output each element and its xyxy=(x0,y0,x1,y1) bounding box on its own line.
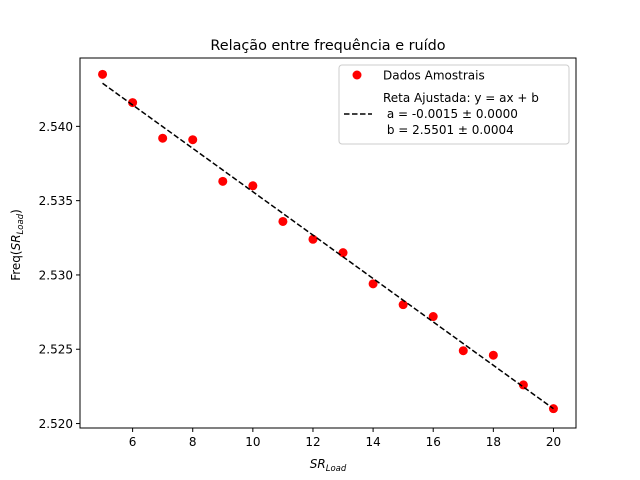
y-axis-label: Freq(SRLoad) xyxy=(9,209,26,281)
data-point xyxy=(428,312,438,322)
data-point xyxy=(248,181,258,191)
fit-line xyxy=(102,82,554,410)
x-axis-label: SRLoad xyxy=(310,457,347,474)
y-axis-label-prefix: Freq( xyxy=(9,250,23,280)
legend-scatter-label: Dados Amostrais xyxy=(383,69,485,83)
y-tick-label: 2.530 xyxy=(39,268,73,282)
x-tick-label: 16 xyxy=(426,435,441,449)
legend-box xyxy=(338,64,570,145)
y-tick-label: 2.540 xyxy=(39,120,73,134)
x-tick-label: 12 xyxy=(305,435,320,449)
data-point xyxy=(368,279,378,289)
plot-area xyxy=(98,69,558,414)
data-point xyxy=(458,346,468,356)
legend-line-label-3: b = 2.5501 ± 0.0004 xyxy=(383,123,514,137)
y-tick-label: 2.525 xyxy=(39,343,73,357)
data-point xyxy=(188,135,198,145)
data-point xyxy=(308,234,318,244)
data-point xyxy=(218,176,228,186)
legend: Dados Amostrais Reta Ajustada: y = ax + … xyxy=(0,0,570,145)
x-tick-label: 8 xyxy=(189,435,197,449)
legend-line-label: Reta Ajustada: y = ax + b a = -0.0015 ± … xyxy=(0,0,566,137)
y-axis-label-suffix: ) xyxy=(9,209,23,214)
data-point xyxy=(98,69,108,79)
data-point xyxy=(338,248,348,258)
x-tick-label: 6 xyxy=(129,435,137,449)
axes-frame xyxy=(79,57,577,429)
legend-scatter-marker xyxy=(352,70,362,80)
legend-line-label-1: Reta Ajustada: y = ax + b xyxy=(383,91,539,105)
data-point xyxy=(518,380,528,390)
y-axis-label-base: SR xyxy=(9,234,23,250)
y-tick-label: 2.535 xyxy=(39,194,73,208)
x-axis: 6 8 10 12 14 16 18 20 xyxy=(129,428,561,449)
x-tick-label: 20 xyxy=(546,435,561,449)
data-point xyxy=(488,350,498,360)
x-axis-label-base: SR xyxy=(310,457,326,471)
y-axis-label-sub: Load xyxy=(16,213,26,234)
data-point xyxy=(158,133,168,143)
y-axis: 2.520 2.525 2.530 2.535 2.540 xyxy=(39,120,80,431)
y-tick-label: 2.520 xyxy=(39,417,73,431)
x-axis-label-sub: Load xyxy=(326,464,347,474)
x-tick-label: 14 xyxy=(365,435,380,449)
chart-title: Relação entre frequência e ruído xyxy=(210,38,445,54)
x-tick-label: 10 xyxy=(245,435,260,449)
data-point xyxy=(128,98,138,108)
data-point xyxy=(398,300,408,310)
x-tick-label: 18 xyxy=(486,435,501,449)
data-point xyxy=(278,216,288,226)
legend-line-label-2: a = -0.0015 ± 0.0000 xyxy=(383,107,518,121)
